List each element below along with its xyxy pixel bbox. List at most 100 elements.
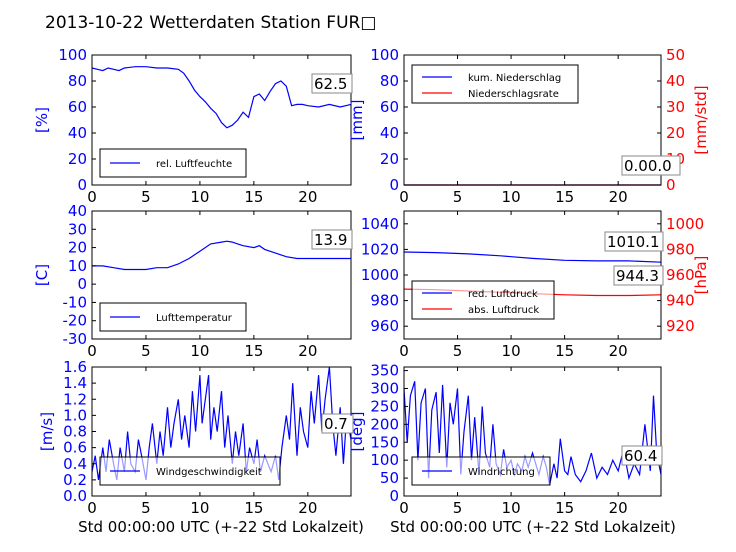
x-tick-label: 10: [190, 188, 209, 206]
legend-label: rel. Luftfeuchte: [156, 159, 232, 170]
y-tick-label: 250: [370, 397, 399, 415]
x-tick-label: 5: [453, 188, 463, 206]
panel-temperature: 0 5 10 15 20-30-20-10010203040[C]Lufttempera…: [33, 202, 353, 360]
x-tick-label: 5: [141, 188, 151, 206]
x-tick-label: 20: [609, 188, 628, 206]
y-tick-label: 40: [68, 202, 87, 220]
y2-tick-label: 0: [666, 176, 676, 194]
y2-tick-label: 40: [666, 72, 685, 90]
y-tick-label: 0.6: [63, 439, 87, 457]
y-tick-label: 1.6: [63, 358, 87, 376]
y2-axis-label: [mm/std]: [692, 85, 710, 154]
y-tick-label: 80: [380, 72, 399, 90]
y-axis-label: [deg]: [348, 412, 366, 452]
y-tick-label: 10: [68, 257, 87, 275]
value-readout: 944.3: [616, 267, 659, 285]
y-tick-label: 350: [370, 362, 399, 380]
y2-tick-label: 940: [666, 292, 695, 310]
x-tick-label: 15: [555, 499, 574, 517]
y2-tick-label: 1000: [666, 215, 704, 233]
x-tick-label: 0: [87, 499, 97, 517]
y-tick-label: 60: [380, 98, 399, 116]
x-tick-label: 5: [453, 499, 463, 517]
value-readout-box: [311, 229, 353, 250]
value-readout-box: [321, 413, 354, 434]
x-axis-label-left: Std 00:00:00 UTC (+-22 Std Lokalzeit): [78, 518, 364, 536]
legend-label: red. Luftdruck: [468, 289, 538, 300]
y2-tick-label: 20: [666, 124, 685, 142]
y-tick-label: -10: [63, 293, 88, 311]
y-tick-label: 1.0: [63, 406, 87, 424]
y-tick-label: 0: [389, 176, 399, 194]
y-axis-label: [C]: [33, 264, 51, 286]
panel-humidity: 0 5 10 15 20 0 20 40 60 80 100 [%] rel. Luftfeuchte 6…: [33, 46, 353, 206]
x-tick-label: 15: [244, 499, 263, 517]
y-tick-label: 100: [58, 46, 87, 64]
series-line-pressure-0: [403, 251, 662, 263]
y-tick-label: 300: [370, 380, 399, 398]
y-axis-label: [mm]: [348, 100, 366, 141]
plot-frame: [91, 54, 352, 186]
legend-label: Niederschlagsrate: [468, 89, 559, 100]
x-tick-label: 15: [244, 188, 263, 206]
value-readout-box: [621, 155, 681, 176]
y-tick-label: 960: [370, 317, 399, 335]
y-tick-label: -20: [63, 312, 88, 330]
y-axis-label: [%]: [33, 107, 51, 133]
panel-windspeed: 0 5 10 15 20 0.00.20.40.60.81.01.21.41.6 [m/s]…: [38, 358, 354, 517]
y-tick-label: -30: [63, 330, 88, 348]
legend-box: [411, 456, 551, 486]
y-tick-label: 50: [380, 469, 399, 487]
plot-frame: [403, 366, 662, 497]
value-readout: 13.9: [314, 231, 347, 249]
panel-pressure: 0 5 10 15 20 960 980 1000 1020 1040 920 940 960 980 10…: [361, 210, 710, 360]
x-tick-label: 20: [609, 342, 628, 360]
x-tick-label: 20: [298, 499, 317, 517]
y-tick-label: 60: [68, 98, 87, 116]
x-tick-label: 5: [141, 499, 151, 517]
x-axis-label-right: Std 00:00:00 UTC (+-22 Std Lokalzeit): [390, 518, 676, 536]
y2-tick-label: 980: [666, 240, 695, 258]
y-tick-label: 1020: [361, 240, 399, 258]
y2-tick-label: 30: [666, 98, 685, 116]
y-tick-label: 1000: [361, 266, 399, 284]
panel-winddirection: 0 5 10 15 20050100150200250300350[deg]Windri…: [348, 362, 663, 517]
figure-title: 2013-10-22 Wetterdaten Station FUR□: [45, 13, 376, 33]
y-tick-label: 20: [380, 150, 399, 168]
x-tick-label: 10: [502, 188, 521, 206]
plot-frame: [91, 210, 352, 340]
y-axis-label: [m/s]: [38, 412, 56, 451]
y-tick-label: 150: [370, 433, 399, 451]
y2-tick-label: 50: [666, 46, 685, 64]
y-tick-label: 0: [389, 487, 399, 505]
legend-label: abs. Luftdruck: [468, 305, 539, 316]
y-tick-label: 20: [68, 239, 87, 257]
y-tick-label: 40: [68, 124, 87, 142]
y-tick-label: 0: [77, 275, 87, 293]
y-tick-label: 0.0: [63, 487, 87, 505]
x-tick-label: 20: [609, 499, 628, 517]
x-tick-label: 5: [141, 342, 151, 360]
y-tick-label: 100: [370, 46, 399, 64]
y-tick-label: 1040: [361, 215, 399, 233]
panel-precipitation: 0510152002040608010001020304050[mm][mm/s…: [348, 46, 710, 206]
y-tick-label: 80: [68, 72, 87, 90]
value-readout-box: [311, 73, 353, 94]
legend-box: [411, 280, 555, 320]
series-line-humidity-0: [91, 66, 352, 129]
legend-label: kum. Niederschlag: [468, 73, 561, 84]
series-line-temperature-0: [92, 240, 351, 271]
x-tick-label: 0: [87, 342, 97, 360]
value-readout: 0.00.0: [624, 157, 672, 175]
y-tick-label: 0: [77, 176, 87, 194]
x-tick-label: 0: [87, 188, 97, 206]
y-tick-label: 200: [370, 415, 399, 433]
x-tick-label: 15: [555, 188, 574, 206]
x-tick-label: 0: [399, 188, 409, 206]
plot-frame: [403, 54, 662, 186]
y-tick-label: 0.2: [63, 471, 87, 489]
y-tick-label: 980: [370, 292, 399, 310]
y2-tick-label: 960: [666, 266, 695, 284]
x-tick-label: 10: [502, 342, 521, 360]
y-tick-label: 0.4: [63, 455, 87, 473]
